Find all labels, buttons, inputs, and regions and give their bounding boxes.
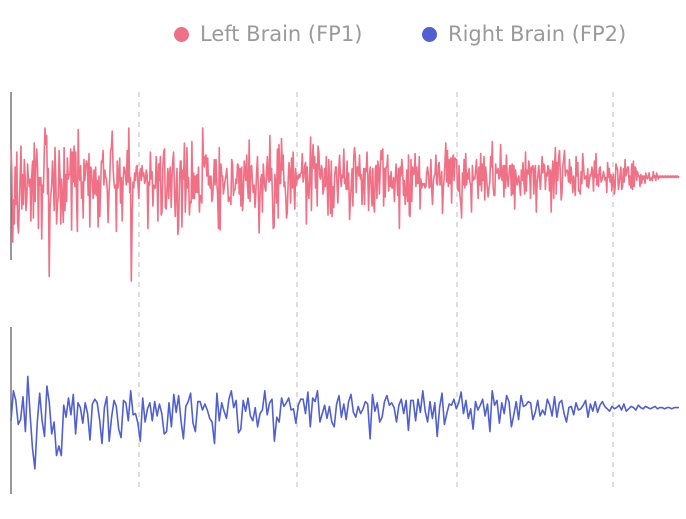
legend-label-right: Right Brain (FP2)	[448, 22, 627, 46]
legend-dot-right-icon	[422, 26, 437, 42]
series-line-right-brain	[10, 375, 679, 470]
legend-item-right-brain[interactable]: Right Brain (FP2)	[422, 18, 626, 50]
legend-dot-left-icon	[174, 26, 189, 42]
series-layer	[10, 127, 680, 470]
series-line-left-brain	[10, 127, 680, 282]
legend-item-left-brain[interactable]: Left Brain (FP1)	[174, 18, 362, 50]
legend: Left Brain (FP1) Right Brain (FP2)	[0, 18, 686, 50]
grid-lines	[138, 92, 614, 490]
legend-label-left: Left Brain (FP1)	[200, 22, 363, 46]
